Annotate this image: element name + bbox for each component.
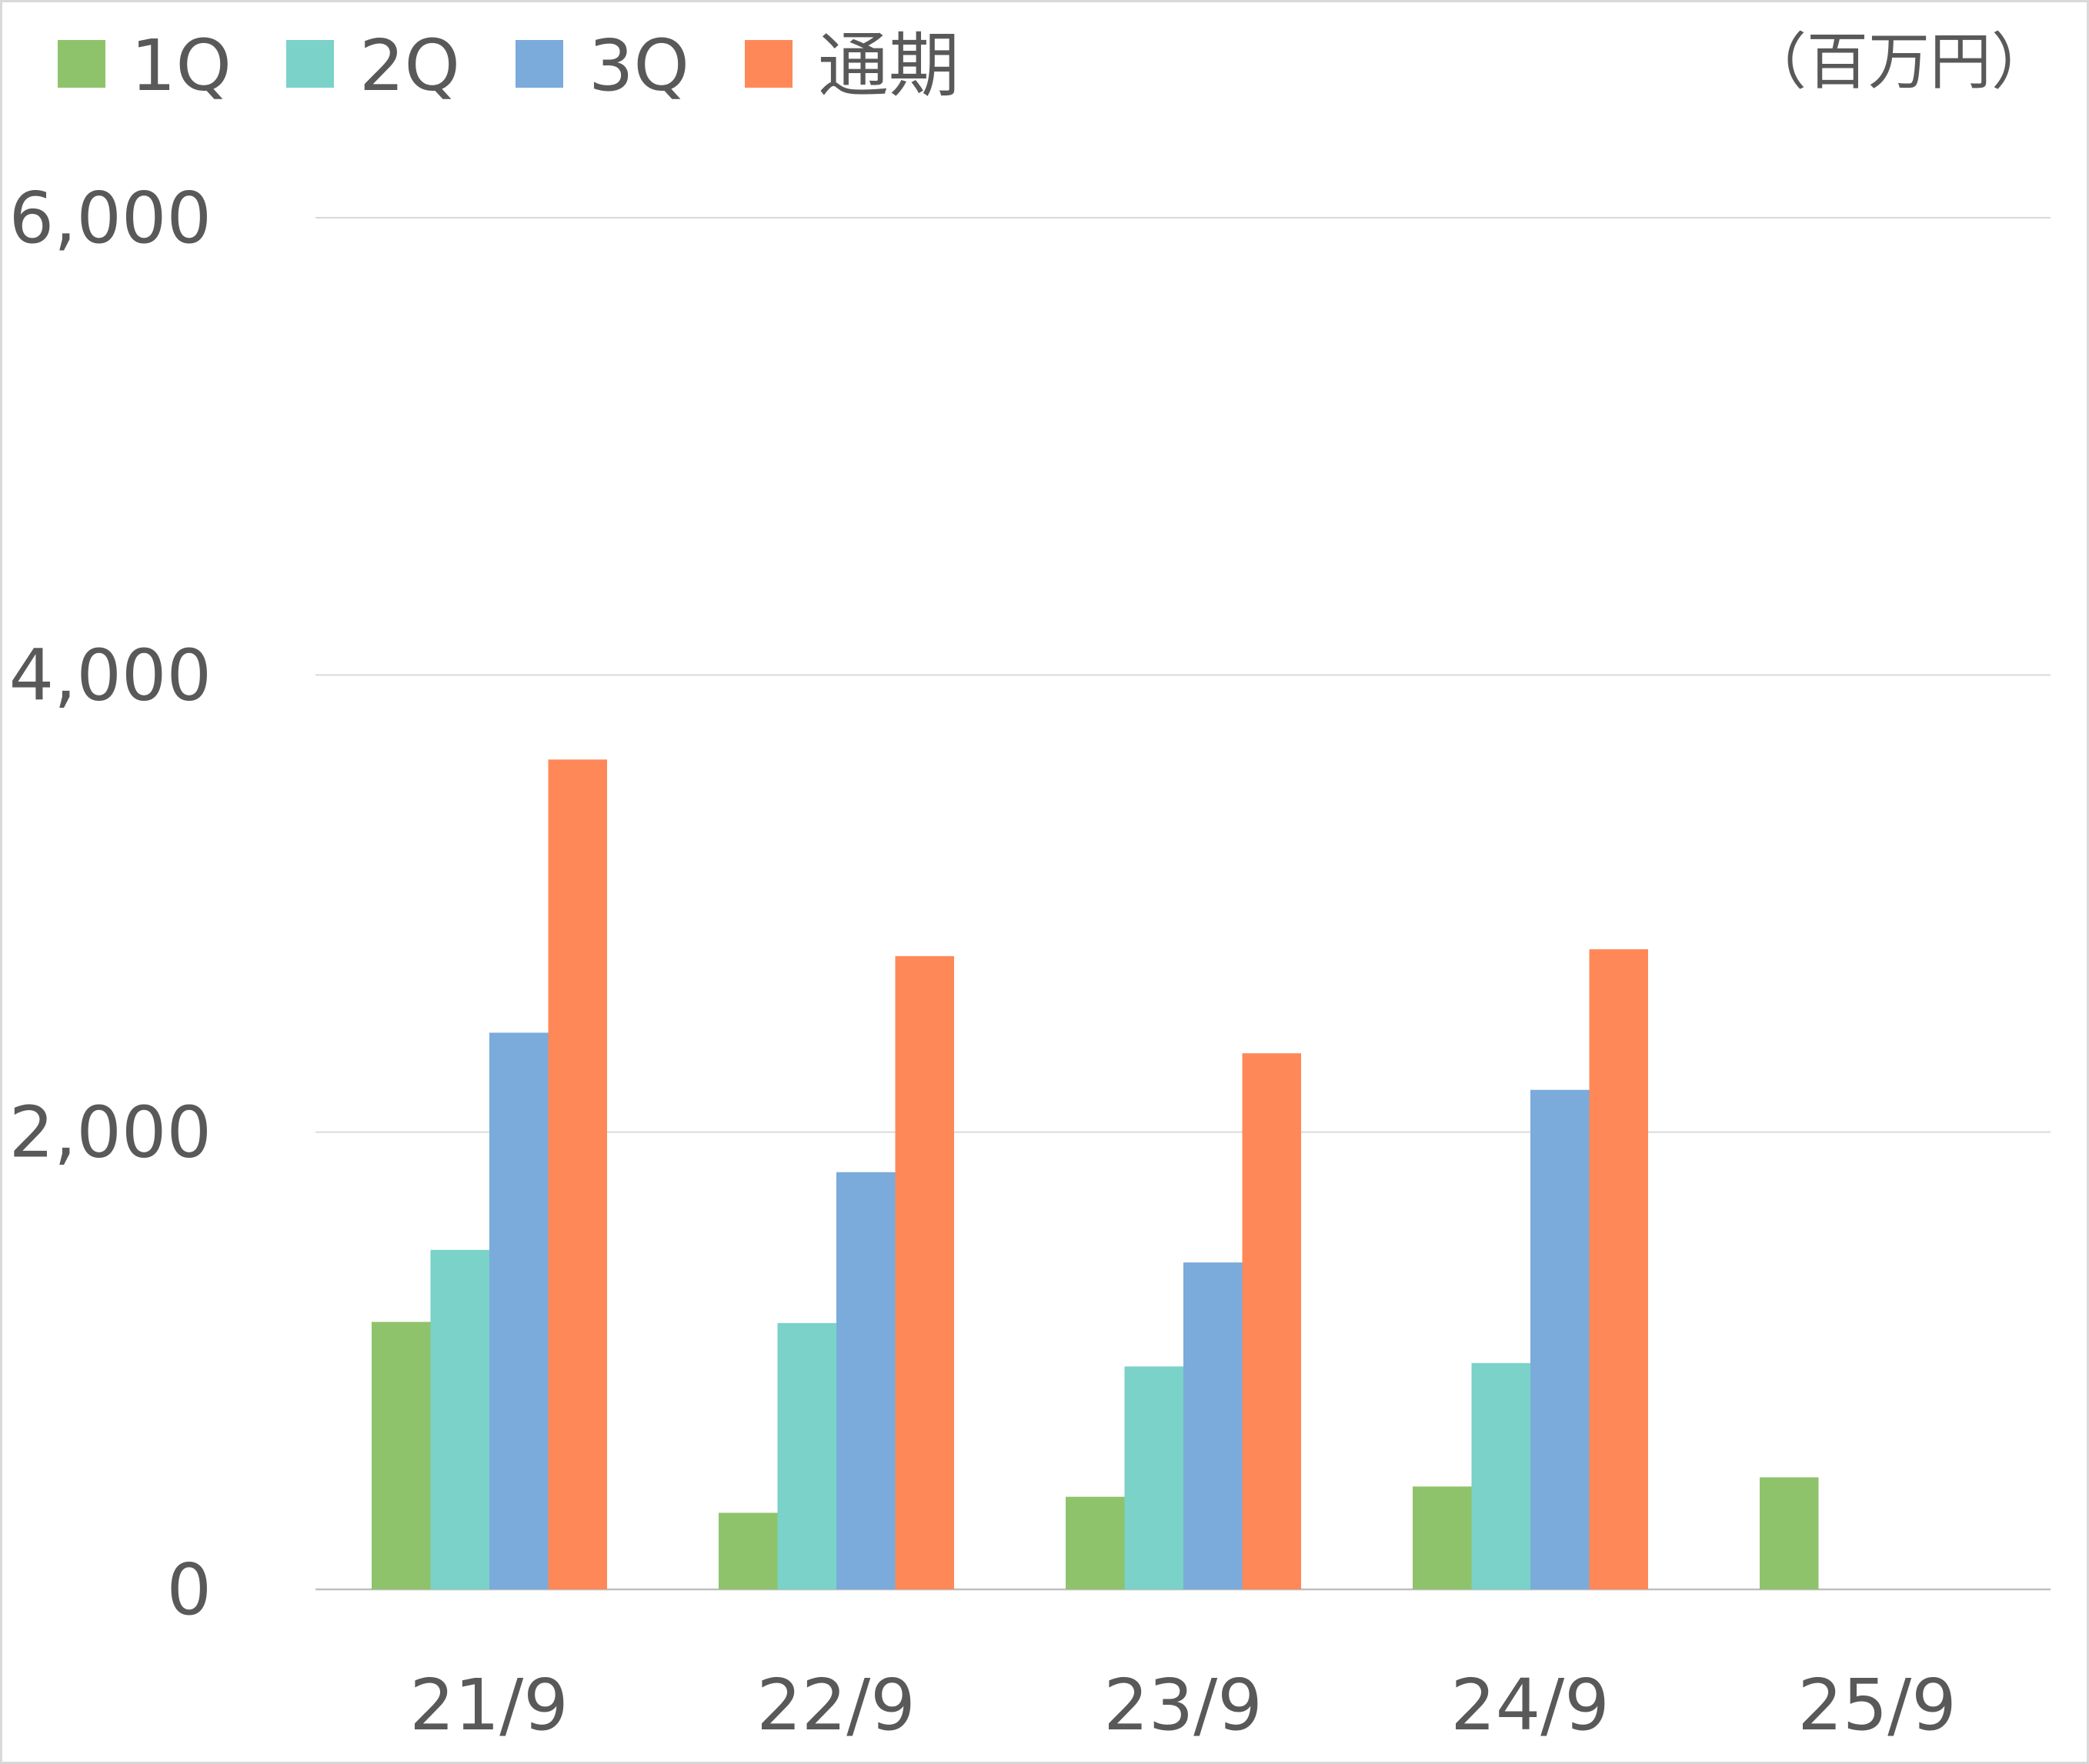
bar-23-9-4 <box>1242 1053 1301 1589</box>
bar-21-9-3 <box>489 1032 549 1589</box>
legend-label: 3Q <box>589 25 689 107</box>
bar-23-9-2 <box>1124 1366 1183 1589</box>
legend: 1Q 2Q 3Q 通期 <box>58 25 959 107</box>
bar-21-9-4 <box>548 759 607 1590</box>
bar-21-9-2 <box>430 1249 489 1589</box>
legend-label: 2Q <box>359 25 460 107</box>
bar-25-9-1 <box>1760 1477 1819 1589</box>
x-category-label: 21/9 <box>409 1664 569 1746</box>
y-tick-label: 0 <box>166 1549 212 1631</box>
x-category-label: 24/9 <box>1450 1664 1610 1746</box>
x-axis-categories: 21/9 22/9 23/9 24/9 25/9 <box>409 1664 1957 1746</box>
legend-swatch <box>58 40 105 88</box>
x-category-label: 25/9 <box>1797 1664 1957 1746</box>
legend-label: 通期 <box>818 25 959 107</box>
bar-22-9-2 <box>777 1322 836 1589</box>
y-tick-label: 4,000 <box>9 634 212 716</box>
y-tick-label: 6,000 <box>9 177 212 259</box>
bar-22-9-4 <box>895 955 954 1589</box>
legend-swatch <box>286 40 334 88</box>
legend-swatch <box>745 40 793 88</box>
bar-24-9-1 <box>1413 1486 1472 1589</box>
bar-22-9-3 <box>836 1172 896 1589</box>
bar-22-9-1 <box>719 1512 778 1589</box>
x-category-label: 22/9 <box>756 1664 916 1746</box>
legend-swatch <box>516 40 563 88</box>
x-category-label: 23/9 <box>1103 1664 1263 1746</box>
bar-24-9-2 <box>1471 1362 1530 1589</box>
bar-21-9-1 <box>372 1322 431 1589</box>
unit-label: （百万円） <box>1745 26 2053 98</box>
bar-24-9-3 <box>1530 1089 1590 1589</box>
bar-23-9-1 <box>1066 1496 1125 1589</box>
y-tick-label: 2,000 <box>9 1092 212 1174</box>
bar-23-9-3 <box>1183 1262 1243 1589</box>
bars <box>372 759 1819 1590</box>
bar-24-9-4 <box>1589 949 1648 1589</box>
y-axis-ticks: 0 2,000 4,000 6,000 <box>9 177 212 1631</box>
legend-label: 1Q <box>131 25 232 107</box>
